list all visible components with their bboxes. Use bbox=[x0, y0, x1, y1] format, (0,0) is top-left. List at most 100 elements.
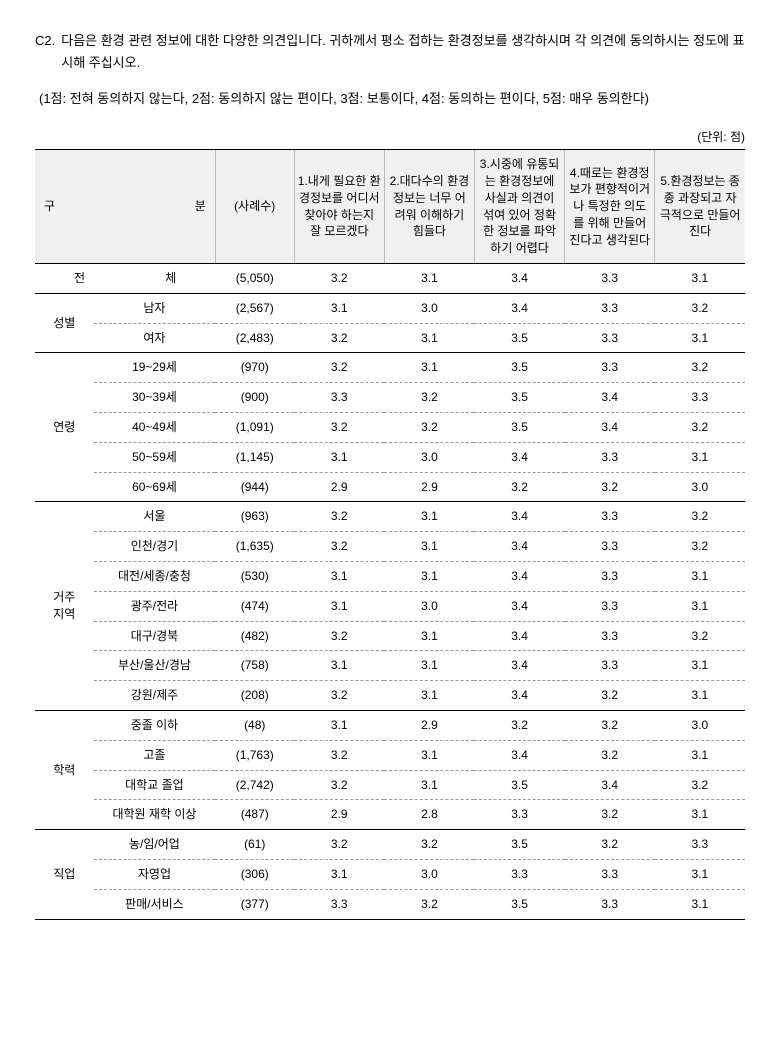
table-cell: 3.1 bbox=[294, 562, 384, 592]
table-row: 대학원 재학 이상(487)2.92.83.33.23.1 bbox=[35, 800, 745, 830]
question-text: 다음은 환경 관련 정보에 대한 다양한 의견입니다. 귀하께서 평소 접하는 … bbox=[61, 30, 745, 74]
table-cell: 3.1 bbox=[655, 889, 745, 919]
table-cell: 3.4 bbox=[474, 442, 564, 472]
table-cell: 3.3 bbox=[565, 651, 655, 681]
table-cell: (2,567) bbox=[215, 293, 294, 323]
table-cell: 2.9 bbox=[294, 472, 384, 502]
total-row: 전체(5,050)3.23.13.43.33.1 bbox=[35, 264, 745, 294]
table-cell: 농/임/어업 bbox=[94, 830, 216, 860]
table-cell: 3.3 bbox=[565, 323, 655, 353]
table-cell: (377) bbox=[215, 889, 294, 919]
table-cell: 3.2 bbox=[384, 383, 474, 413]
table-cell: 3.3 bbox=[655, 383, 745, 413]
table-cell: 3.2 bbox=[565, 472, 655, 502]
table-cell: 3.1 bbox=[294, 860, 384, 890]
header-c5: 5.환경정보는 종종 과장되고 자극적으로 만들어진다 bbox=[655, 150, 745, 264]
table-cell: 3.2 bbox=[294, 532, 384, 562]
table-cell: 30~39세 bbox=[94, 383, 216, 413]
table-cell: 3.1 bbox=[294, 591, 384, 621]
table-cell: 3.1 bbox=[384, 264, 474, 294]
table-row: 대학교 졸업(2,742)3.23.13.53.43.2 bbox=[35, 770, 745, 800]
category-cell: 성별 bbox=[35, 293, 94, 353]
table-cell: 2.8 bbox=[384, 800, 474, 830]
table-cell: 3.1 bbox=[384, 740, 474, 770]
table-cell: (530) bbox=[215, 562, 294, 592]
question-number: C2. bbox=[35, 30, 55, 74]
table-cell: 3.4 bbox=[474, 293, 564, 323]
table-cell: 3.5 bbox=[474, 383, 564, 413]
table-cell: 3.4 bbox=[474, 532, 564, 562]
table-cell: 남자 bbox=[94, 293, 216, 323]
table-cell: 3.5 bbox=[474, 353, 564, 383]
table-cell: 3.0 bbox=[384, 293, 474, 323]
table-cell: (482) bbox=[215, 621, 294, 651]
table-cell: 3.2 bbox=[655, 621, 745, 651]
table-cell: 3.5 bbox=[474, 889, 564, 919]
table-cell: 3.2 bbox=[294, 323, 384, 353]
table-cell: 3.4 bbox=[565, 383, 655, 413]
table-cell: 3.3 bbox=[565, 591, 655, 621]
table-cell: 3.3 bbox=[565, 860, 655, 890]
table-cell: 3.2 bbox=[294, 264, 384, 294]
table-cell: 3.1 bbox=[655, 591, 745, 621]
table-cell: 3.2 bbox=[294, 830, 384, 860]
table-cell: (758) bbox=[215, 651, 294, 681]
table-cell: 대구/경북 bbox=[94, 621, 216, 651]
table-cell: 3.1 bbox=[655, 740, 745, 770]
table-row: 여자(2,483)3.23.13.53.33.1 bbox=[35, 323, 745, 353]
table-cell: 3.2 bbox=[294, 681, 384, 711]
table-cell: 3.2 bbox=[565, 800, 655, 830]
header-n: (사례수) bbox=[215, 150, 294, 264]
table-cell: (1,091) bbox=[215, 413, 294, 443]
table-row: 부산/울산/경남(758)3.13.13.43.33.1 bbox=[35, 651, 745, 681]
table-cell: 3.2 bbox=[294, 502, 384, 532]
table-cell: 3.2 bbox=[565, 740, 655, 770]
header-c4: 4.때로는 환경정보가 편향적이거나 특정한 의도를 위해 만들어진다고 생각된… bbox=[565, 150, 655, 264]
table-cell: 3.3 bbox=[565, 442, 655, 472]
header-gubun: 구분 bbox=[35, 150, 215, 264]
table-cell: 3.0 bbox=[655, 472, 745, 502]
table-row: 30~39세(900)3.33.23.53.43.3 bbox=[35, 383, 745, 413]
table-cell: 3.2 bbox=[294, 740, 384, 770]
table-cell: 3.1 bbox=[384, 532, 474, 562]
table-cell: 3.4 bbox=[474, 264, 564, 294]
table-cell: (963) bbox=[215, 502, 294, 532]
category-cell: 연령 bbox=[35, 353, 94, 502]
table-cell: 3.3 bbox=[655, 830, 745, 860]
table-cell: 3.2 bbox=[294, 621, 384, 651]
table-cell: 3.0 bbox=[384, 860, 474, 890]
table-cell: 3.1 bbox=[655, 264, 745, 294]
question-block: C2. 다음은 환경 관련 정보에 대한 다양한 의견입니다. 귀하께서 평소 … bbox=[35, 30, 745, 74]
table-cell: 3.3 bbox=[294, 383, 384, 413]
header-c1: 1.내게 필요한 환경정보를 어디서 찾아야 하는지 잘 모르겠다 bbox=[294, 150, 384, 264]
table-cell: (1,145) bbox=[215, 442, 294, 472]
table-row: 학력중졸 이하(48)3.12.93.23.23.0 bbox=[35, 711, 745, 741]
table-cell: 3.2 bbox=[565, 711, 655, 741]
table-cell: 서울 bbox=[94, 502, 216, 532]
table-cell: 3.2 bbox=[655, 353, 745, 383]
table-cell: (474) bbox=[215, 591, 294, 621]
table-cell: 2.9 bbox=[384, 472, 474, 502]
table-cell: 3.1 bbox=[384, 770, 474, 800]
table-cell: 3.5 bbox=[474, 323, 564, 353]
table-cell: 3.3 bbox=[565, 502, 655, 532]
table-cell: (487) bbox=[215, 800, 294, 830]
table-cell: 3.1 bbox=[655, 860, 745, 890]
table-cell: 2.9 bbox=[294, 800, 384, 830]
table-cell: 3.1 bbox=[655, 442, 745, 472]
table-cell: 3.2 bbox=[384, 413, 474, 443]
table-cell: 3.1 bbox=[384, 621, 474, 651]
table-cell: 3.3 bbox=[565, 264, 655, 294]
table-row: 자영업(306)3.13.03.33.33.1 bbox=[35, 860, 745, 890]
table-cell: (970) bbox=[215, 353, 294, 383]
table-cell: 고졸 bbox=[94, 740, 216, 770]
table-cell: 3.1 bbox=[655, 681, 745, 711]
table-cell: 3.2 bbox=[655, 502, 745, 532]
table-cell: 2.9 bbox=[384, 711, 474, 741]
table-cell: 3.3 bbox=[294, 889, 384, 919]
table-cell: 3.2 bbox=[294, 770, 384, 800]
table-cell: 3.0 bbox=[384, 591, 474, 621]
table-cell: 3.3 bbox=[474, 860, 564, 890]
table-cell: 인천/경기 bbox=[94, 532, 216, 562]
table-cell: 3.1 bbox=[294, 442, 384, 472]
